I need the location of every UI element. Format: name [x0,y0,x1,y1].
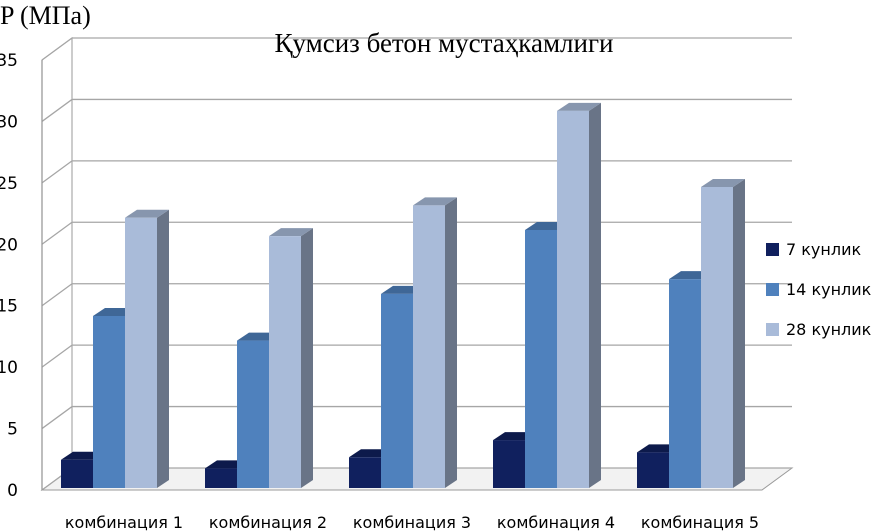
chart-title: Қумсиз бетон мустаҳкамлиги [274,28,613,58]
side-wall [41,37,73,491]
y-tick-label: 35 [0,51,18,71]
legend: 7 кунлик 14 кунлик 28 кунлик [766,240,872,339]
y-tick-labels: 0 5 10 15 20 25 30 35 [0,51,18,501]
bar [701,179,745,488]
category-label: комбинация 1 [65,513,183,532]
y-tick-label: 0 [7,481,18,501]
gridline [41,160,792,184]
y-axis-label: P (МПа) [0,1,91,30]
y-tick-label: 15 [0,297,18,317]
category-label: комбинация 2 [209,513,327,532]
legend-entry: 14 кунлик [786,280,872,299]
y-tick-label: 10 [0,358,18,378]
y-tick-label: 25 [0,174,18,194]
y-tick-label: 20 [0,235,18,255]
y-tick-label: 30 [0,112,18,132]
legend-swatch [766,323,779,336]
y-tick-label: 5 [7,420,18,440]
legend-entry: 28 кунлик [786,320,872,339]
bar [269,228,313,488]
category-labels: комбинация 1 комбинация 2 комбинация 3 комб… [65,513,759,532]
bar [413,197,457,488]
category-label: комбинация 5 [641,513,759,532]
gridline [41,98,792,122]
category-label: комбинация 4 [497,513,615,532]
legend-entry: 7 кунлик [786,240,861,259]
gridline [41,37,792,61]
bar [125,209,169,488]
bars [61,102,745,488]
legend-swatch [766,283,779,296]
legend-swatch [766,243,779,256]
category-label: комбинация 3 [353,513,471,532]
bar [557,102,601,488]
